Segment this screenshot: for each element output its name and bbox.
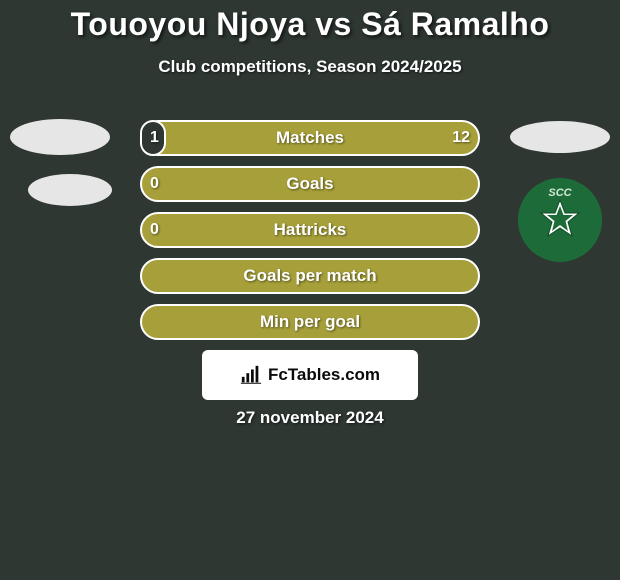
- comparison-bars: Matches112Goals0Hattricks0Goals per matc…: [140, 120, 480, 350]
- subtitle: Club competitions, Season 2024/2025: [0, 57, 620, 77]
- club-right-badge: SCC: [518, 178, 602, 262]
- bar-label: Matches: [140, 120, 480, 156]
- bar-row: Goals per match: [140, 258, 480, 294]
- brand-label: FcTables.com: [268, 365, 380, 385]
- shield-icon: SCC: [518, 178, 602, 262]
- bar-value-left: 0: [150, 212, 159, 248]
- bar-label: Goals: [140, 166, 480, 202]
- club-left-avatar: [28, 174, 112, 206]
- player-right-avatar: [510, 121, 610, 153]
- page-title: Touoyou Njoya vs Sá Ramalho: [0, 0, 620, 43]
- bar-label: Hattricks: [140, 212, 480, 248]
- bar-value-right: 12: [452, 120, 470, 156]
- bar-label: Min per goal: [140, 304, 480, 340]
- bar-value-left: 0: [150, 166, 159, 202]
- chart-bar-icon: [240, 364, 262, 386]
- bar-row: Min per goal: [140, 304, 480, 340]
- brand-card: FcTables.com: [202, 350, 418, 400]
- player-left-avatar: [10, 119, 110, 155]
- date-label: 27 november 2024: [0, 408, 620, 428]
- bar-row: Matches1 12: [140, 120, 480, 156]
- bar-row: Goals0: [140, 166, 480, 202]
- bar-label: Goals per match: [140, 258, 480, 294]
- badge-text: SCC: [548, 187, 572, 199]
- comparison-infographic: Touoyou Njoya vs Sá Ramalho Club competi…: [0, 0, 620, 580]
- bar-value-left: 1: [150, 120, 159, 156]
- bar-row: Hattricks0: [140, 212, 480, 248]
